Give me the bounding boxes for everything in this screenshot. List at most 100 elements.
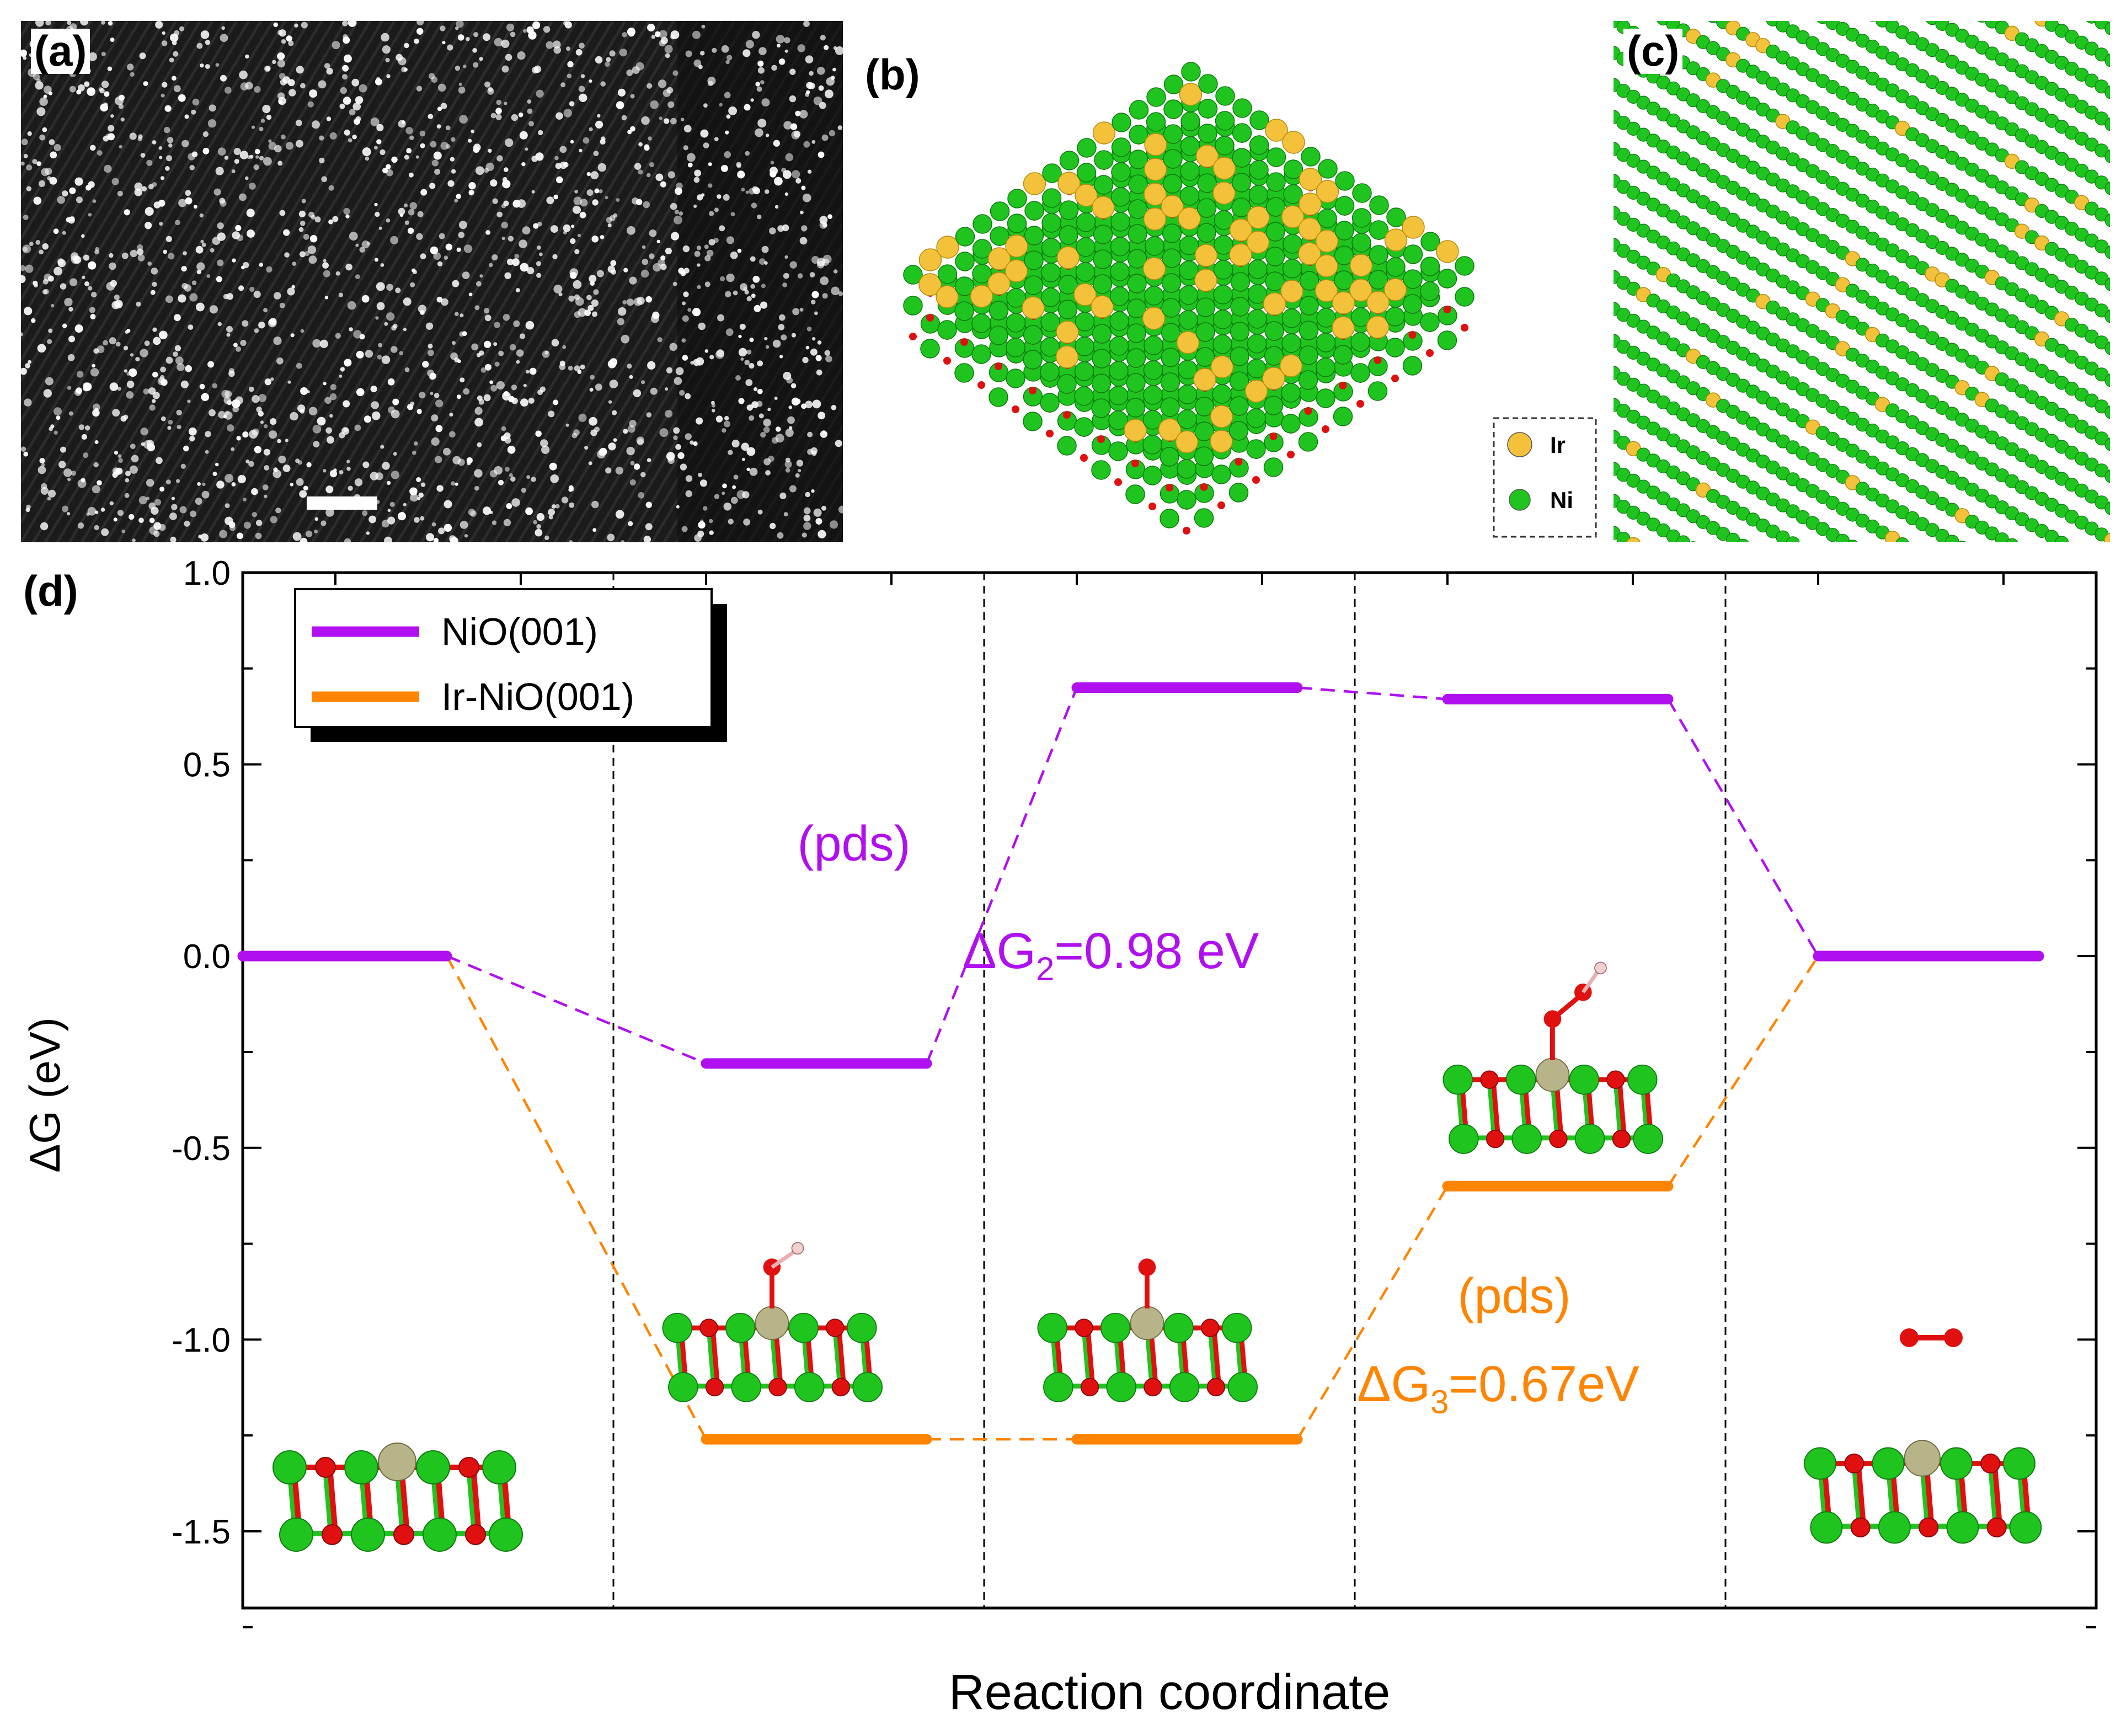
- atom-spot: [175, 356, 184, 365]
- atom-spot: [189, 436, 195, 442]
- iridium-atom: [755, 1306, 789, 1340]
- atom-spot: [647, 173, 651, 178]
- nickel-atom: [1100, 1312, 1131, 1343]
- atom-spot: [184, 284, 191, 292]
- atom-spot: [776, 35, 785, 44]
- iridium-atom: [1092, 196, 1115, 219]
- atom-spot: [437, 83, 446, 92]
- atom-spot: [126, 391, 134, 399]
- atom-spot: [645, 296, 652, 303]
- atom-spot: [215, 63, 220, 67]
- atom-spot: [567, 61, 574, 68]
- nickel-atom: [1316, 333, 1336, 352]
- atom-spot: [694, 534, 702, 542]
- atom-spot: [431, 159, 439, 167]
- atom-spot: [205, 40, 211, 45]
- atom-spot: [319, 135, 324, 141]
- atom-spot: [765, 189, 770, 194]
- atom-spot: [225, 503, 230, 508]
- atom-spot: [199, 383, 205, 389]
- atom-spot: [637, 439, 644, 446]
- atom-spot: [549, 462, 557, 471]
- atom-spot: [380, 263, 384, 267]
- atom-spot: [232, 405, 239, 413]
- atom-spot: [239, 193, 247, 201]
- lattice-fringe: [21, 21, 56, 80]
- atom-spot: [708, 81, 713, 87]
- atom-spot: [821, 505, 826, 511]
- atom-spot: [709, 355, 714, 360]
- atom-spot: [578, 413, 587, 422]
- atom-spot: [675, 187, 682, 195]
- atom-spot: [262, 484, 269, 490]
- lattice-fringe: [21, 21, 214, 343]
- atom-spot: [724, 416, 729, 421]
- lattice-fringe: [347, 21, 663, 542]
- atom-spot: [571, 225, 575, 228]
- nickel-atom: [1283, 234, 1302, 254]
- atom-spot: [158, 200, 165, 207]
- nickel-atom: [1163, 149, 1183, 169]
- atom-spot: [835, 46, 843, 55]
- nickel-atom: [1178, 360, 1198, 380]
- atom-spot: [754, 305, 761, 312]
- adsorbate-structure: [1804, 1440, 2042, 1544]
- atom-spot: [320, 520, 327, 526]
- atom-spot: [209, 409, 216, 416]
- iridium-atom: [1073, 283, 1097, 306]
- atom-spot: [783, 273, 789, 279]
- lattice-fringe: [21, 21, 81, 120]
- atom-spot: [563, 162, 569, 168]
- atom-spot: [332, 216, 339, 222]
- atom-spot: [785, 153, 794, 162]
- oxygen-atom: [1235, 458, 1243, 466]
- atom-spot: [344, 538, 351, 542]
- atom-spot: [700, 51, 705, 56]
- atom-spot: [247, 229, 255, 238]
- oxygen-atom: [1206, 1377, 1226, 1397]
- atom-spot: [223, 397, 231, 404]
- free-energy-diagram: (d) 1.00.50.0-0.5-1.0-1.5ΔG (eV)Reaction …: [20, 554, 2098, 1720]
- atom-spot: [263, 308, 268, 313]
- iridium-atom: [1142, 257, 1166, 280]
- atom-spot: [109, 501, 114, 506]
- atom-spot: [504, 391, 509, 397]
- nickel-atom: [1162, 223, 1182, 243]
- atom-spot: [416, 233, 423, 240]
- atom-spot: [755, 82, 760, 87]
- atom-spot: [504, 102, 507, 105]
- atom-spot: [597, 450, 606, 459]
- atom-spot: [643, 201, 650, 209]
- atom-spot: [520, 398, 528, 407]
- atom-spot: [728, 106, 737, 115]
- atom-spot: [183, 445, 189, 452]
- iridium-atom: [1298, 242, 1321, 265]
- atom-spot: [245, 176, 249, 180]
- atom-spot: [175, 220, 180, 226]
- atom-spot: [452, 341, 456, 345]
- oxygen-atom: [943, 357, 951, 365]
- iridium-atom: [1210, 405, 1233, 428]
- atom-spot: [490, 384, 498, 392]
- atom-spot: [579, 93, 587, 102]
- atom-spot: [650, 387, 658, 395]
- atom-spot: [704, 244, 709, 249]
- atom-spot: [294, 23, 298, 28]
- nickel-atom: [1109, 336, 1129, 356]
- atom-spot: [531, 477, 536, 482]
- atom-spot: [525, 147, 528, 151]
- nickel-atom: [1316, 357, 1335, 377]
- lattice-fringe: [238, 21, 554, 542]
- atom-spot: [801, 185, 806, 190]
- atom-spot: [161, 40, 168, 46]
- atom-spot: [306, 530, 313, 538]
- nickel-atom: [1126, 323, 1146, 343]
- atom-spot: [50, 151, 57, 159]
- atom-spot: [209, 305, 218, 314]
- atom-spot: [641, 116, 650, 125]
- atom-spot: [665, 410, 673, 418]
- atom-spot: [536, 524, 541, 529]
- atom-spot: [228, 521, 236, 528]
- atom-spot: [690, 361, 694, 365]
- atom-spot: [698, 521, 706, 529]
